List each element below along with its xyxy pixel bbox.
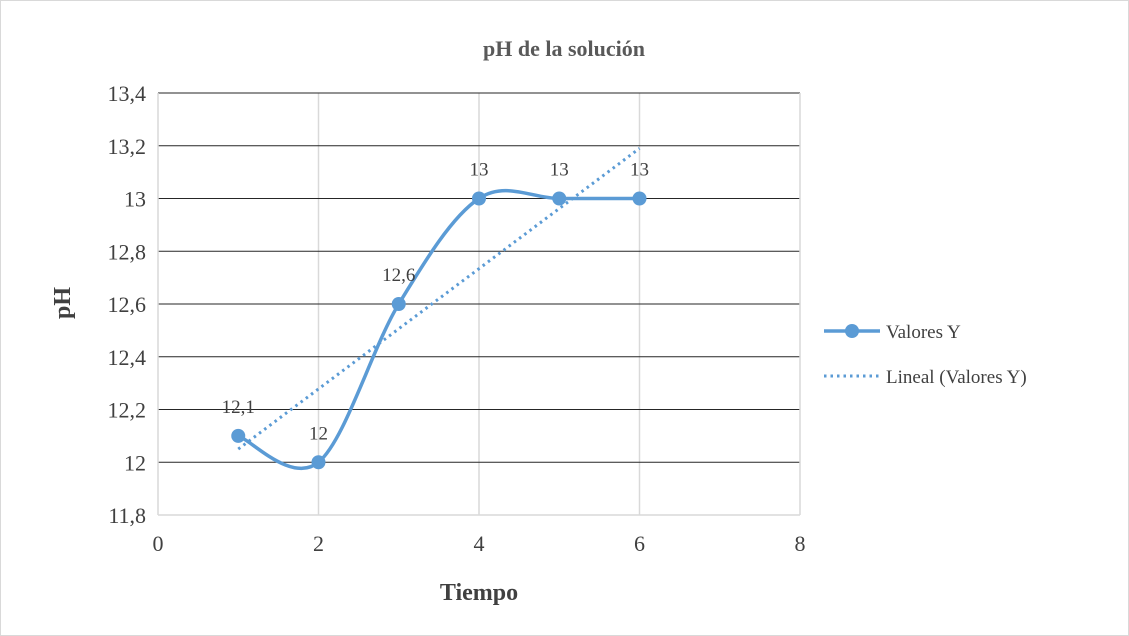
data-label: 13 [470,160,489,181]
y-tick-label: 12,6 [108,292,147,317]
trendline [237,147,641,451]
data-label: 12 [309,423,328,444]
tick-labels: 11,8 12 12,2 12,4 12,6 12,8 13 13,2 13,4 0 2 4 6 8 [108,81,806,556]
grid [157,92,801,516]
x-tick-label: 4 [474,531,485,556]
y-axis-title: pH [50,287,76,319]
data-labels: 12,1 12 12,6 13 13 13 [222,160,649,445]
data-point [231,428,246,443]
y-tick-label: 13 [124,187,146,212]
data-point [391,297,406,311]
legend: Valores Y Lineal (Valores Y) [824,322,1027,388]
y-tick-label: 12,4 [108,345,147,370]
x-tick-label: 8 [795,531,806,556]
data-point [311,455,326,470]
legend-marker-valores-y [845,324,859,338]
data-point [632,191,647,206]
data-point [552,191,567,206]
series-line-valores-y [237,188,640,471]
x-tick-label: 2 [313,531,324,556]
legend-label-valores-y: Valores Y [886,322,961,343]
y-tick-label: 12,8 [108,239,147,264]
data-label: 12,1 [222,397,255,418]
data-label: 13 [630,160,649,181]
data-label: 13 [550,160,569,181]
chart-title: pH de la solución [483,36,645,61]
y-tick-label: 12 [124,450,146,475]
y-tick-label: 12,2 [108,398,147,423]
y-tick-label: 13,4 [108,81,147,106]
y-tick-label: 13,2 [108,134,147,159]
y-tick-label: 11,8 [108,503,146,528]
data-point [472,191,486,206]
x-axis-title: Tiempo [440,580,518,606]
x-tick-label: 0 [153,531,164,556]
series [231,147,647,471]
x-tick-label: 6 [634,531,645,556]
data-label: 12,6 [382,265,415,286]
legend-label-trend: Lineal (Valores Y) [886,367,1027,388]
